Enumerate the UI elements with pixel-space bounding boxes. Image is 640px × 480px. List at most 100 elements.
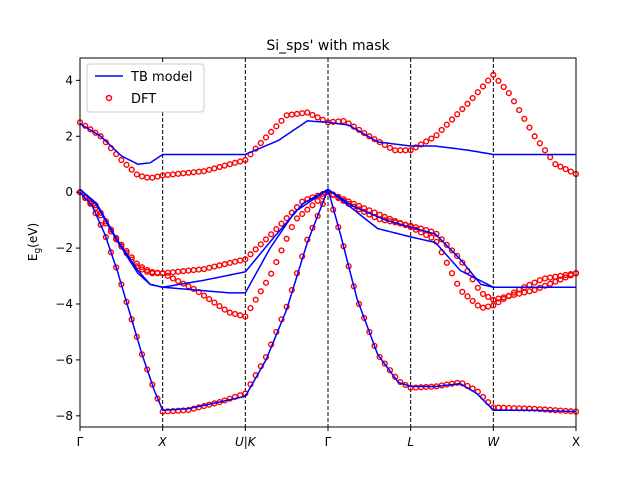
dft-point [221, 306, 228, 313]
dft-point [371, 342, 378, 350]
dft-point [97, 133, 104, 140]
legend-dft-label: DFT [131, 92, 156, 107]
x-tick-label-0: Γ [77, 435, 84, 449]
dft-point [309, 111, 316, 119]
dft-point [562, 166, 569, 173]
dft-point [257, 139, 264, 147]
dft-point [479, 290, 487, 298]
dft-point [314, 197, 321, 205]
dft-point [412, 144, 419, 151]
dft-point [361, 314, 368, 322]
tb-model-series [79, 120, 577, 413]
x-tick-label-4: L [407, 435, 414, 449]
tb-band-0 [79, 120, 576, 166]
dft-point [304, 109, 311, 116]
legend: TB model DFT [86, 63, 205, 113]
dft-point [485, 293, 492, 300]
dft-point [454, 252, 461, 260]
dft-point [278, 220, 285, 227]
dft-point [495, 299, 502, 306]
y-tick-label-2: −4 [55, 297, 73, 311]
dft-point [200, 168, 208, 175]
dft-point [541, 282, 549, 289]
dft-point [443, 121, 450, 128]
dft-point [562, 274, 569, 281]
dft-point [247, 251, 254, 258]
dft-point [536, 140, 543, 147]
dft-point [490, 302, 497, 309]
dft-point [309, 202, 316, 209]
dft-point [283, 215, 290, 222]
dft-point [541, 147, 549, 154]
dft-point [144, 366, 151, 373]
x-tick-label-6: X [572, 435, 580, 449]
dft-point [464, 100, 471, 107]
dft-point [474, 89, 481, 96]
dft-point [149, 381, 156, 388]
dft-point [231, 159, 239, 166]
dft-point [443, 259, 450, 266]
dft-point [268, 128, 275, 136]
dft-point [273, 258, 280, 266]
tb-band-3 [79, 187, 577, 413]
dft-point [552, 161, 559, 168]
dft-point [159, 270, 166, 277]
x-tick-label-1: X [158, 435, 168, 449]
dft-point [536, 277, 543, 284]
dft-point [531, 279, 538, 286]
dft-point [231, 393, 239, 401]
dft-point [169, 275, 177, 282]
dft-point [355, 300, 363, 308]
dft-point [386, 367, 394, 374]
dft-point [211, 299, 218, 306]
y-tick-label-1: −6 [55, 353, 73, 367]
dft-point [164, 272, 171, 279]
dft-point [247, 305, 254, 312]
dft-point [505, 292, 512, 299]
dft-point [423, 138, 430, 145]
y-tick-label-6: 4 [65, 73, 73, 87]
dft-band-0 [76, 71, 580, 181]
dft-point [206, 296, 213, 303]
dft-point [443, 241, 450, 248]
dft-point [288, 224, 295, 231]
dft-point [510, 289, 518, 296]
dft-point [386, 144, 394, 152]
dft-point [448, 116, 456, 123]
dft-point [454, 111, 461, 118]
dft-point [438, 126, 445, 134]
dft-point [376, 353, 383, 361]
dft-point [505, 90, 512, 97]
dft-point [314, 212, 321, 220]
dft-point [262, 279, 270, 286]
dft-point [293, 215, 301, 222]
dft-point [138, 266, 146, 273]
dft-point [464, 293, 471, 300]
dft-point [123, 161, 130, 168]
dft-point [252, 246, 259, 253]
dft-point [257, 241, 264, 248]
dft-point [118, 156, 125, 164]
y-tick-label-4: 0 [65, 185, 73, 199]
dft-point [226, 161, 233, 168]
y-tick-label-5: 2 [65, 129, 73, 143]
dft-point [242, 156, 249, 164]
dft-point [448, 247, 456, 254]
dft-point [92, 210, 99, 217]
dft-point [485, 77, 492, 84]
dft-point [257, 288, 264, 295]
dft-point [448, 270, 456, 277]
dft-point [268, 231, 275, 238]
dft-point [242, 313, 249, 320]
dft-point [567, 168, 574, 175]
dft-point [500, 83, 507, 91]
dft-point [278, 117, 285, 124]
dft-point [521, 115, 528, 122]
dft-point [97, 221, 104, 228]
legend-dft-swatch [105, 94, 113, 102]
dft-point [469, 94, 476, 102]
dft-point [479, 83, 487, 90]
chart-title: Si_sps' with mask [266, 38, 390, 54]
dft-point [314, 114, 321, 121]
